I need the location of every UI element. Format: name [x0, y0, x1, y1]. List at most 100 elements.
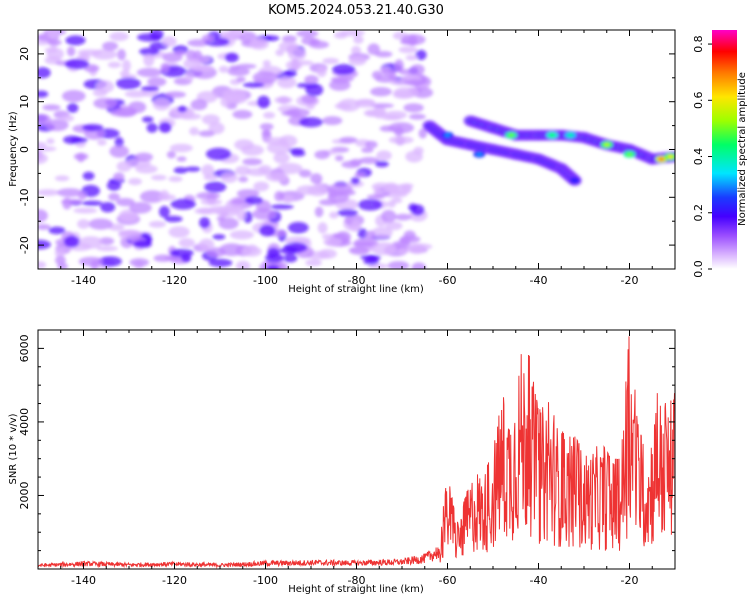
x-tick-label: -100 — [253, 574, 278, 587]
noise-blob — [77, 219, 90, 229]
noise-blob — [116, 198, 135, 207]
noise-blob — [198, 130, 215, 137]
colorbar-tick-label: 0.8 — [692, 35, 705, 53]
noise-blob — [57, 262, 68, 269]
noise-blob — [205, 147, 232, 161]
noise-blob — [212, 234, 226, 240]
noise-blob — [66, 46, 76, 57]
snr-panel: -140 -120 -100 -80 -60 -40 -20 2000 4000 6000 Hei… — [8, 329, 676, 595]
noise-blob — [47, 30, 58, 39]
noise-blob — [266, 141, 291, 154]
noise-blob — [357, 228, 368, 239]
noise-blob — [62, 90, 86, 103]
x-tick-label: -140 — [71, 574, 96, 587]
noise-blob — [270, 204, 294, 210]
noise-blob — [109, 145, 129, 158]
hotspot-core — [508, 133, 515, 137]
noise-blob — [274, 96, 293, 104]
noise-blob — [146, 123, 158, 133]
noise-blob — [55, 255, 66, 265]
noise-blob — [218, 30, 244, 38]
noise-blob — [298, 169, 312, 178]
noise-blob — [117, 49, 126, 61]
noise-blob — [283, 242, 308, 253]
noise-blob — [60, 199, 83, 205]
noise-blob — [168, 176, 183, 182]
noise-blob — [408, 203, 418, 212]
noise-blob — [67, 103, 79, 113]
noise-blob — [203, 174, 218, 181]
noise-blob — [232, 109, 253, 119]
noise-blob — [381, 209, 397, 223]
noise-blob — [310, 173, 323, 184]
x-tick-label: -60 — [439, 574, 457, 587]
noise-blob — [361, 147, 374, 153]
noise-blob — [381, 69, 397, 76]
noise-blob — [218, 65, 229, 73]
noise-blob — [47, 39, 62, 46]
hotspot-core — [549, 133, 556, 137]
noise-blob — [197, 207, 213, 214]
noise-blob — [184, 166, 201, 172]
noise-blob — [330, 76, 354, 83]
noise-blob — [77, 49, 102, 56]
noise-blob — [398, 69, 413, 75]
chart-title: KOM5.2024.053.21.40.G30 — [268, 3, 444, 18]
noise-blob — [277, 76, 297, 89]
noise-blob — [122, 59, 131, 72]
noise-blob — [224, 52, 239, 63]
noise-blob — [353, 35, 364, 44]
colorbar-tick-label: 0.0 — [692, 260, 705, 278]
noise-blob — [242, 82, 265, 88]
noise-blob — [375, 51, 393, 58]
noise-blob — [354, 172, 366, 178]
colorbar-label: Normalized spectral amplitude — [737, 72, 748, 226]
noise-blob — [201, 34, 215, 43]
noise-blob — [365, 230, 376, 240]
noise-blob — [318, 248, 337, 259]
noise-blob — [410, 64, 425, 75]
noise-blob — [134, 152, 153, 162]
noise-blob — [186, 49, 197, 62]
noise-blob — [316, 66, 327, 78]
noise-blob — [100, 202, 116, 213]
noise-blob — [327, 183, 353, 195]
noise-blob — [177, 105, 187, 113]
hotspot-core — [667, 154, 674, 159]
noise-blob — [38, 239, 51, 250]
noise-blob — [296, 30, 319, 38]
noise-blob — [415, 49, 427, 61]
noise-blob — [169, 143, 193, 153]
x-tick-label: -120 — [162, 574, 187, 587]
noise-blob — [323, 237, 343, 247]
noise-blob — [235, 260, 251, 269]
heatmap-layer — [38, 30, 675, 269]
noise-blob — [252, 71, 278, 84]
noise-blob — [113, 172, 125, 182]
noise-blob — [119, 209, 139, 222]
hotspot-core — [658, 157, 665, 161]
noise-blob — [249, 37, 269, 50]
noise-blob — [152, 98, 171, 111]
noise-blob — [128, 178, 142, 186]
y-tick-label: 2000 — [18, 481, 31, 509]
noise-blob — [334, 31, 348, 39]
noise-blob — [397, 248, 409, 254]
noise-blob — [403, 230, 416, 240]
noise-blob — [160, 62, 170, 73]
noise-blob — [244, 196, 263, 205]
noise-blob — [227, 67, 250, 76]
noise-blob — [201, 164, 215, 177]
noise-blob — [190, 99, 208, 111]
noise-blob — [57, 188, 83, 198]
noise-blob — [403, 79, 427, 86]
noise-blob — [376, 150, 392, 161]
noise-blob — [63, 235, 80, 248]
noise-blob — [204, 181, 227, 193]
y-tick-label: -10 — [18, 188, 31, 206]
noise-blob — [61, 114, 75, 122]
noise-blob — [97, 139, 107, 146]
x-tick-label: -100 — [253, 274, 278, 287]
noise-blob — [350, 220, 360, 231]
